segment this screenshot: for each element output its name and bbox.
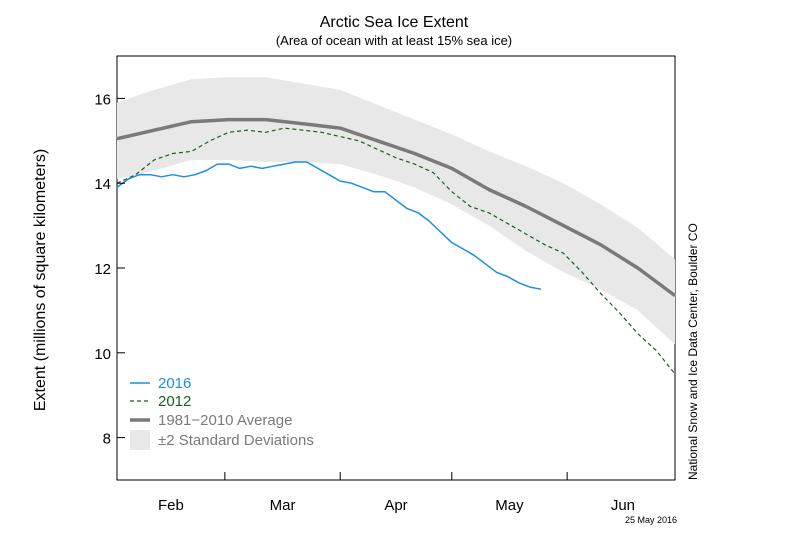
y-tick-label-16: 16 xyxy=(94,91,111,108)
std-dev-band xyxy=(117,77,675,345)
series-average-line xyxy=(116,117,677,298)
chart-title: Arctic Sea Ice Extent xyxy=(320,14,469,31)
y-tick-label-10: 10 xyxy=(94,346,111,363)
series-2016-line xyxy=(116,161,542,290)
x-tick-label-mar: Mar xyxy=(270,497,296,514)
x-tick-label-apr: Apr xyxy=(384,497,407,514)
date-stamp: 25 May 2016 xyxy=(625,515,677,525)
x-tick-label-may: May xyxy=(495,497,524,514)
legend-label-2012: 2012 xyxy=(158,393,191,410)
legend-label-std-dev: ±2 Standard Deviations xyxy=(158,432,314,449)
legend-label-average: 1981−2010 Average xyxy=(158,412,292,429)
legend-swatch-std-dev xyxy=(130,430,150,450)
series-layer xyxy=(116,117,677,375)
chart-subtitle: (Area of ocean with at least 15% sea ice… xyxy=(276,33,512,48)
credit-text: National Snow and Ice Data Center, Bould… xyxy=(686,223,700,480)
y-axis-label: Extent (millions of square kilometers) xyxy=(32,149,49,411)
y-tick-label-8: 8 xyxy=(103,431,111,448)
y-tick-label-12: 12 xyxy=(94,261,111,278)
series-2012-line xyxy=(116,127,676,375)
legend-label-2016: 2016 xyxy=(158,375,191,392)
y-tick-label-14: 14 xyxy=(94,176,111,193)
x-tick-label-jun: Jun xyxy=(611,497,635,514)
plot-area: 8 10 12 14 16 Feb Mar Apr May Jun xyxy=(94,55,677,514)
legend: 2016 2012 1981−2010 Average ±2 Standard … xyxy=(130,375,314,450)
std-dev-band-layer xyxy=(117,77,675,345)
x-tick-label-feb: Feb xyxy=(158,497,184,514)
axis-layer: 8 10 12 14 16 Feb Mar Apr May Jun xyxy=(94,91,676,514)
